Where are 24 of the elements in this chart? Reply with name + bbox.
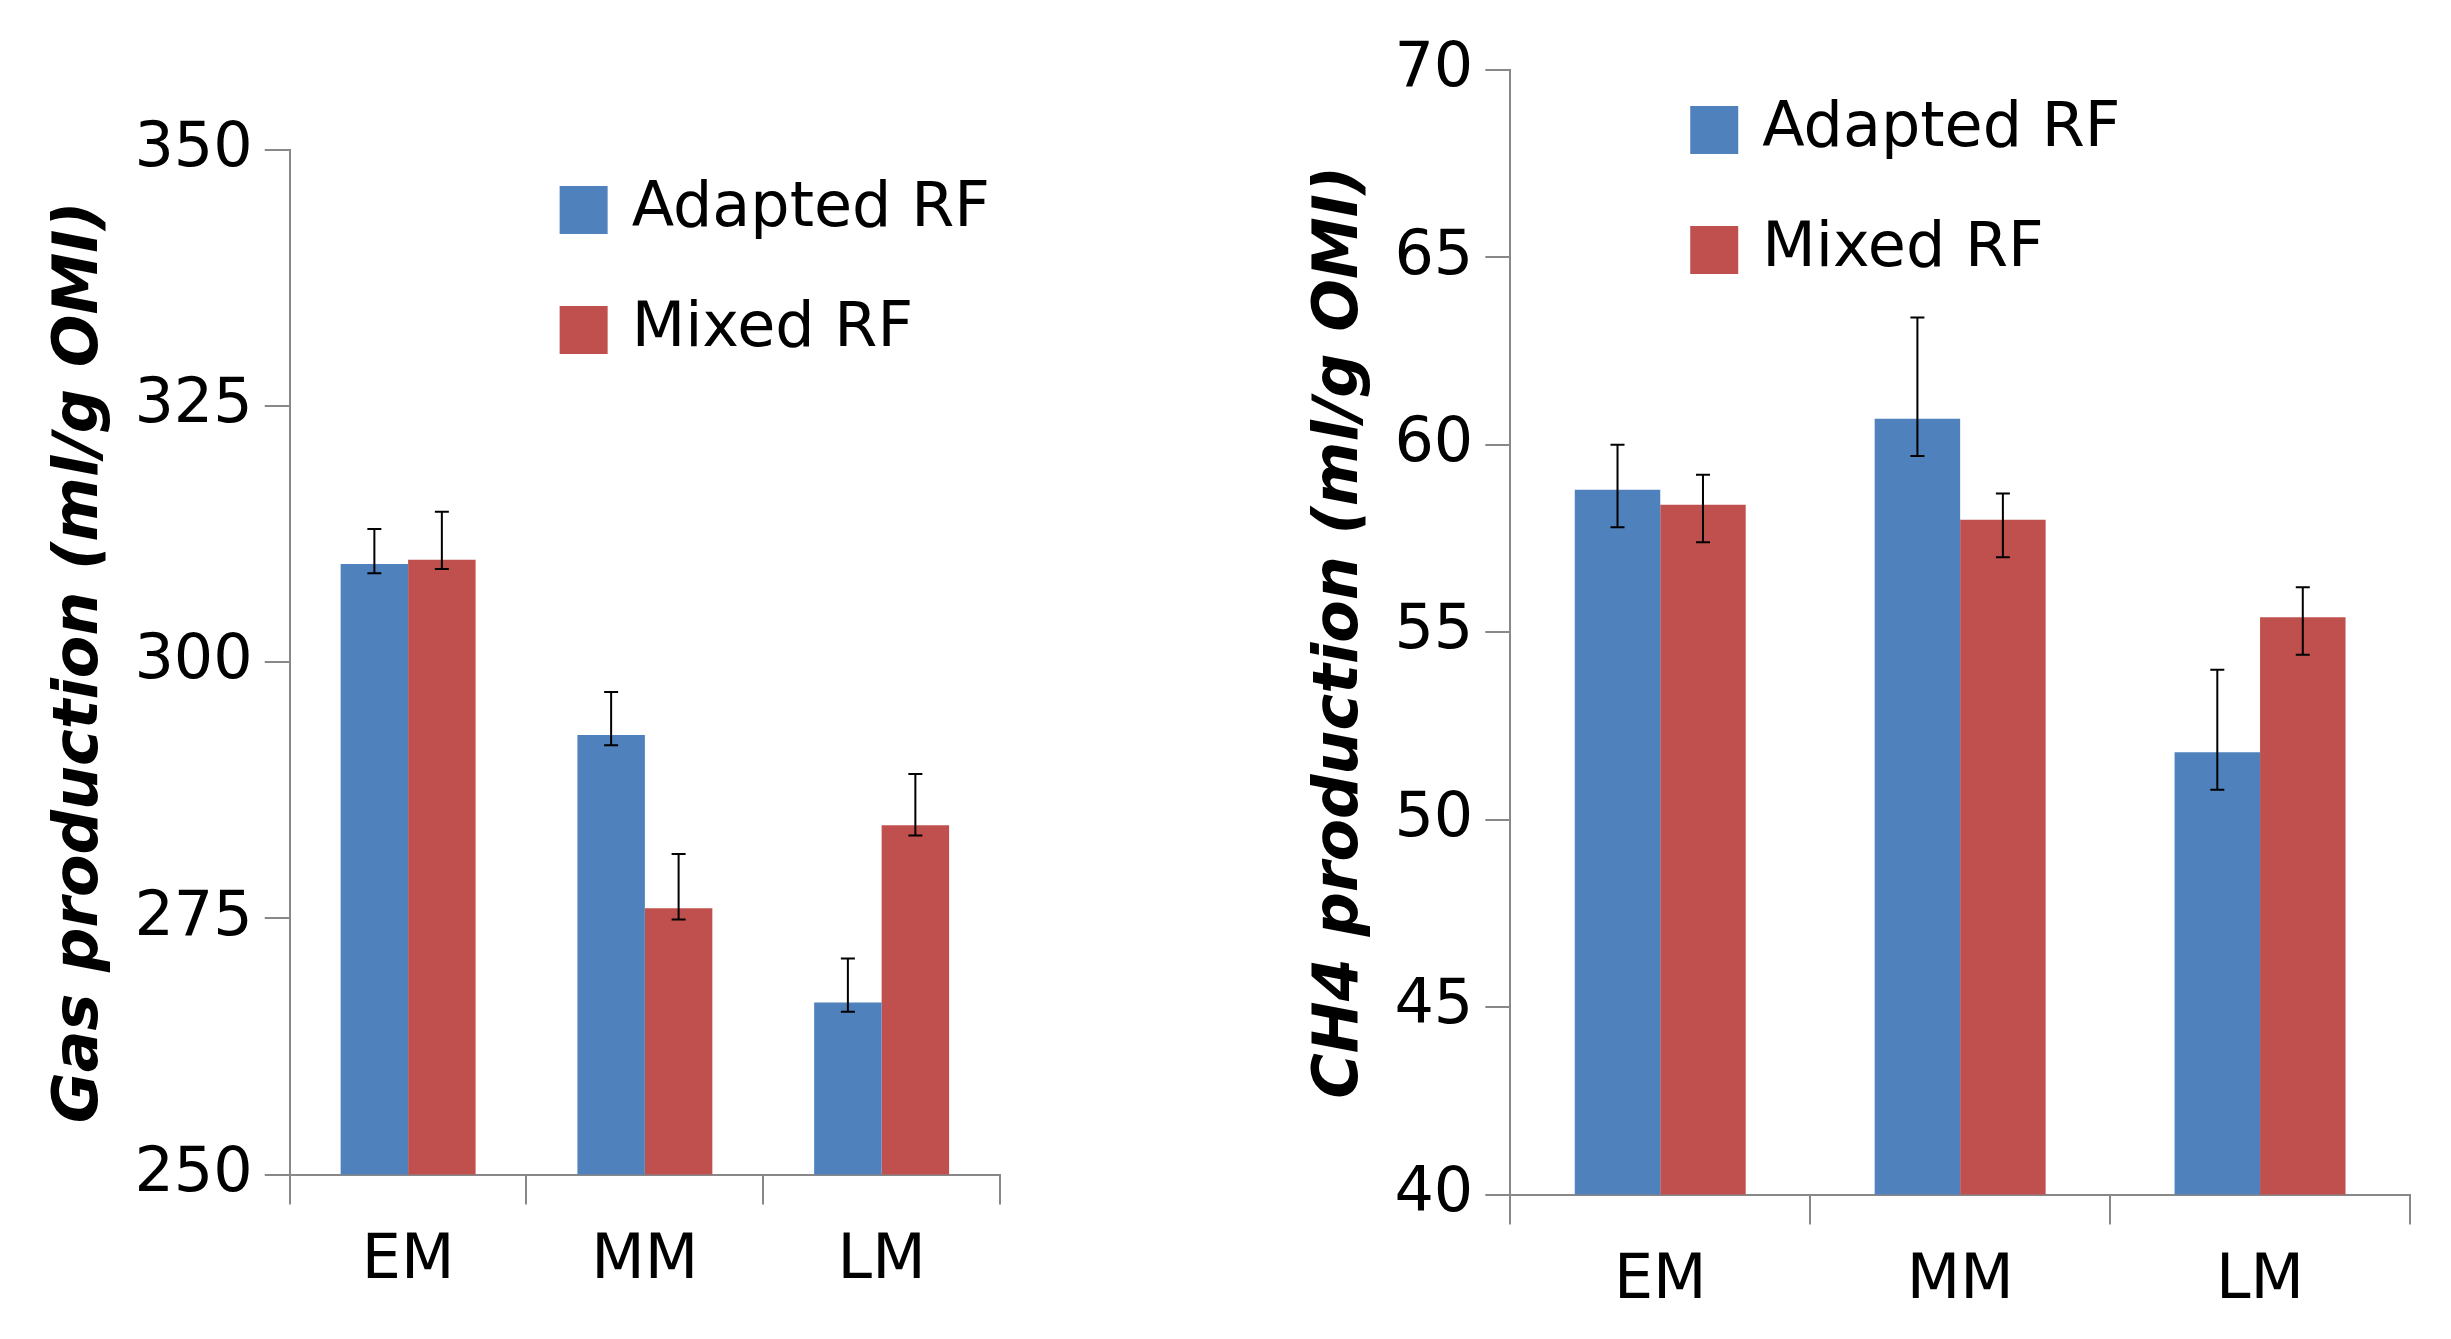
y-tick-label: 40	[1394, 1152, 1474, 1226]
y-tick-label: 300	[134, 620, 253, 694]
y-tick-label: 250	[134, 1132, 253, 1206]
legend-label: Adapted RF	[1762, 88, 2121, 162]
x-tick-label: MM	[1906, 1239, 2014, 1313]
y-tick-label: 45	[1394, 965, 1474, 1039]
legend-label: Mixed RF	[1762, 208, 2044, 282]
y-tick-label: 350	[134, 108, 253, 182]
y-tick-label: 50	[1394, 777, 1474, 851]
y-tick-label: 60	[1394, 402, 1474, 476]
y-axis-title: Gas production (ml/g OMI)	[39, 201, 113, 1124]
x-tick-label: MM	[591, 1219, 699, 1293]
legend-label: Mixed RF	[631, 288, 914, 362]
y-tick-label: 55	[1394, 590, 1474, 664]
x-tick-label: LM	[2216, 1239, 2305, 1313]
y-tick-label: 65	[1394, 215, 1474, 289]
y-tick-label: 325	[134, 364, 253, 438]
x-tick-label: EM	[361, 1219, 455, 1293]
y-axis-title: CH4 production (ml/g OMI)	[1299, 165, 1373, 1099]
x-tick-label: EM	[1613, 1239, 1707, 1313]
x-tick-label: LM	[837, 1219, 926, 1293]
y-tick-label: 70	[1394, 28, 1474, 102]
y-tick-label: 275	[134, 876, 253, 950]
legend-label: Adapted RF	[631, 168, 990, 242]
